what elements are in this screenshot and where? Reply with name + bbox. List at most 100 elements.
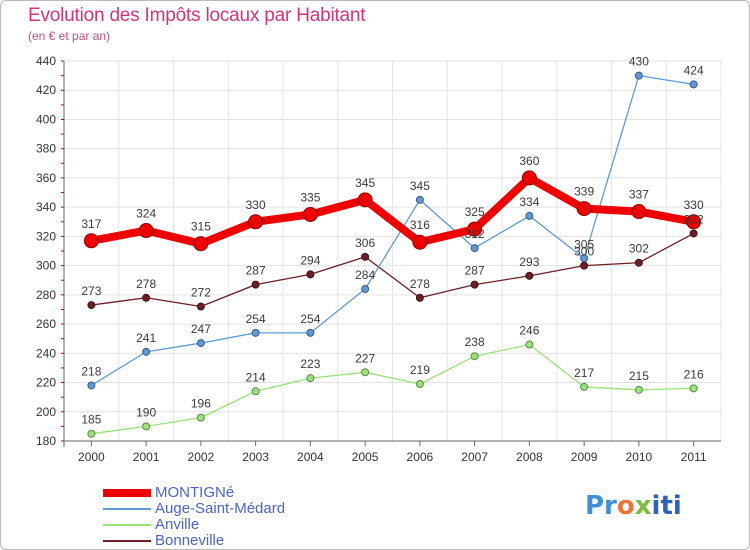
data-point bbox=[470, 352, 479, 361]
data-label: 302 bbox=[629, 242, 649, 256]
data-point bbox=[634, 71, 643, 80]
y-tick-label: 260 bbox=[36, 317, 56, 331]
data-point bbox=[251, 280, 260, 289]
data-point bbox=[193, 236, 209, 252]
data-label: 278 bbox=[410, 277, 430, 291]
data-point bbox=[306, 270, 315, 279]
data-point bbox=[470, 280, 479, 289]
legend-label: Anville bbox=[155, 516, 200, 533]
data-point bbox=[412, 234, 428, 250]
data-label: 254 bbox=[300, 312, 320, 326]
data-label: 190 bbox=[136, 405, 156, 419]
x-tick-label: 2002 bbox=[188, 450, 215, 464]
data-point bbox=[196, 302, 205, 311]
data-point bbox=[196, 339, 205, 348]
data-label: 322 bbox=[684, 212, 704, 226]
logo-part: o bbox=[616, 491, 635, 521]
data-label: 284 bbox=[355, 268, 375, 282]
data-label: 219 bbox=[410, 363, 430, 377]
y-tick-label: 280 bbox=[36, 288, 56, 302]
chart-title: Evolution des Impôts locaux par Habitant bbox=[28, 5, 366, 26]
logo-part: iti bbox=[651, 491, 682, 521]
data-point bbox=[83, 233, 99, 249]
proxiti-logo: Proxiti bbox=[585, 491, 682, 521]
data-label: 300 bbox=[574, 245, 594, 259]
data-point bbox=[361, 285, 370, 293]
x-tick-label: 2011 bbox=[681, 450, 707, 464]
y-tick-label: 360 bbox=[36, 171, 56, 185]
y-tick-label: 440 bbox=[36, 54, 56, 68]
x-tick-label: 2001 bbox=[133, 450, 160, 464]
data-label: 345 bbox=[355, 176, 375, 190]
data-label: 315 bbox=[191, 220, 211, 234]
data-point bbox=[306, 328, 315, 337]
legend-swatch bbox=[103, 540, 151, 542]
y-tick-label: 340 bbox=[36, 200, 56, 214]
legend-label: Bonneville bbox=[155, 532, 225, 549]
data-label: 246 bbox=[519, 324, 539, 338]
data-point bbox=[196, 413, 205, 422]
data-label: 324 bbox=[136, 207, 156, 221]
data-label: 218 bbox=[81, 364, 101, 378]
data-point bbox=[142, 422, 151, 431]
data-point bbox=[686, 214, 702, 230]
data-point bbox=[580, 382, 589, 391]
y-tick-label: 180 bbox=[36, 434, 56, 448]
data-label: 196 bbox=[191, 397, 211, 411]
y-tick-label: 220 bbox=[36, 376, 56, 390]
data-point bbox=[87, 429, 96, 438]
data-label: 424 bbox=[684, 63, 704, 77]
data-label: 241 bbox=[136, 331, 156, 345]
data-point bbox=[302, 206, 318, 222]
data-label: 223 bbox=[300, 357, 320, 371]
x-tick-label: 2003 bbox=[242, 450, 269, 464]
y-tick-label: 380 bbox=[36, 142, 56, 156]
data-label: 238 bbox=[465, 335, 485, 349]
series-line bbox=[91, 74, 694, 387]
y-tick-label: 320 bbox=[36, 229, 56, 243]
data-label: 330 bbox=[246, 198, 266, 212]
x-tick-label: 2006 bbox=[407, 450, 434, 464]
data-point bbox=[525, 271, 534, 280]
data-point bbox=[689, 229, 698, 238]
data-label: 272 bbox=[191, 286, 211, 300]
data-point bbox=[634, 258, 643, 267]
data-label: 325 bbox=[465, 205, 485, 219]
data-point bbox=[138, 223, 154, 239]
data-label: 215 bbox=[629, 369, 649, 383]
data-point bbox=[689, 384, 698, 393]
data-label: 330 bbox=[684, 198, 704, 212]
data-label: 312 bbox=[465, 227, 485, 241]
logo-part: Pr bbox=[585, 491, 617, 521]
data-label: 214 bbox=[246, 370, 266, 384]
data-point bbox=[306, 374, 315, 383]
data-label: 360 bbox=[519, 154, 539, 168]
legend-swatch bbox=[103, 524, 151, 526]
data-point bbox=[87, 301, 96, 310]
data-point bbox=[415, 380, 424, 388]
data-label: 227 bbox=[355, 351, 375, 365]
y-tick-label: 420 bbox=[36, 83, 56, 97]
data-point bbox=[361, 368, 370, 377]
x-tick-label: 2007 bbox=[461, 450, 488, 464]
data-label: 293 bbox=[519, 255, 539, 269]
legend-label: MONTIGNé bbox=[155, 484, 235, 501]
y-tick-label: 240 bbox=[36, 346, 56, 360]
legend-swatch bbox=[103, 508, 151, 510]
data-label: 217 bbox=[574, 366, 594, 380]
chart-subtitle: (en € et par an) bbox=[28, 29, 111, 43]
data-point bbox=[415, 293, 424, 302]
data-point bbox=[631, 204, 647, 220]
data-label: 216 bbox=[684, 367, 704, 381]
data-label: 339 bbox=[574, 185, 594, 199]
data-point bbox=[470, 244, 479, 253]
data-point bbox=[525, 340, 534, 349]
data-point bbox=[521, 170, 537, 186]
data-label: 294 bbox=[300, 253, 320, 267]
data-point bbox=[576, 201, 592, 217]
data-label: 278 bbox=[136, 277, 156, 291]
data-label: 306 bbox=[355, 236, 375, 250]
data-label: 345 bbox=[410, 179, 430, 193]
data-label: 334 bbox=[519, 195, 539, 209]
